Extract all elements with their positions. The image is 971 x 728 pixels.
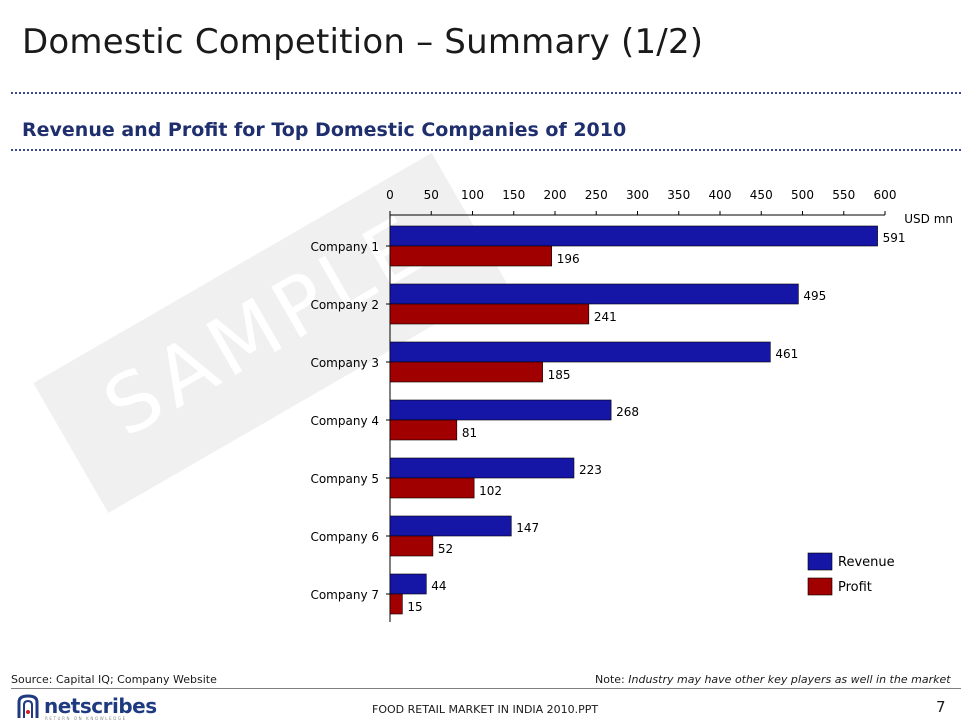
profit-bar — [389, 303, 590, 325]
title-divider — [11, 92, 961, 94]
note-body: Industry may have other key players as w… — [628, 673, 951, 686]
profit-bar — [389, 361, 543, 383]
x-tick-label: 150 — [502, 188, 525, 202]
x-tick-label: 250 — [585, 188, 608, 202]
note-text: Note: Industry may have other key player… — [595, 673, 951, 686]
revenue-value-label: 495 — [803, 289, 826, 303]
profit-value-label: 52 — [438, 542, 453, 556]
profit-value-label: 81 — [462, 426, 477, 440]
profit-value-label: 15 — [407, 600, 422, 614]
source-text: Source: Capital IQ; Company Website — [11, 673, 217, 686]
revenue-bar — [389, 399, 612, 421]
profit-bar — [389, 477, 475, 499]
x-tick-label: 600 — [874, 188, 897, 202]
revenue-value-label: 591 — [883, 231, 906, 245]
revenue-value-label: 44 — [431, 579, 446, 593]
logo-tagline: RETURN ON KNOWLEDGE — [45, 716, 127, 721]
legend-revenue-swatch — [807, 552, 833, 571]
x-tick-label: 450 — [750, 188, 773, 202]
profit-bar — [389, 535, 434, 557]
revenue-bar — [389, 573, 427, 595]
revenue-value-label: 461 — [775, 347, 798, 361]
legend-profit-label: Profit — [838, 580, 872, 595]
logo-text: netscribes — [44, 694, 157, 718]
revenue-value-label: 268 — [616, 405, 639, 419]
profit-value-label: 196 — [557, 252, 580, 266]
revenue-bar — [389, 283, 799, 305]
x-tick-label: 500 — [791, 188, 814, 202]
note-label: Note: — [595, 673, 625, 686]
chart-subtitle: Revenue and Profit for Top Domestic Comp… — [22, 119, 627, 141]
x-tick-label: 400 — [709, 188, 732, 202]
legend-revenue-label: Revenue — [838, 555, 895, 570]
revenue-bar — [389, 457, 575, 479]
profit-value-label: 185 — [548, 368, 571, 382]
category-label: Company 4 — [310, 414, 379, 428]
category-label: Company 1 — [310, 240, 379, 254]
x-tick-label: 350 — [667, 188, 690, 202]
legend-profit-swatch — [807, 577, 833, 596]
revenue-bar — [389, 341, 771, 363]
revenue-bar — [389, 515, 512, 537]
revenue-bar — [389, 225, 878, 247]
page-title: Domestic Competition – Summary (1/2) — [22, 22, 704, 62]
x-tick-label: 300 — [626, 188, 649, 202]
category-label: Company 7 — [310, 588, 379, 602]
category-label: Company 5 — [310, 472, 379, 486]
profit-bar — [389, 593, 403, 615]
profit-value-label: 241 — [594, 310, 617, 324]
footer-filename: FOOD RETAIL MARKET IN INDIA 2010.PPT — [372, 703, 599, 716]
axis-unit-label: USD mn — [904, 212, 953, 226]
revenue-value-label: 223 — [579, 463, 602, 477]
category-label: Company 6 — [310, 530, 379, 544]
netscribes-logo: netscribes RETURN ON KNOWLEDGE — [16, 694, 157, 724]
x-tick-label: 50 — [424, 188, 439, 202]
subtitle-divider — [11, 149, 961, 151]
category-label: Company 2 — [310, 298, 379, 312]
logo-mark-icon — [17, 694, 39, 718]
page-number: 7 — [936, 698, 946, 716]
x-tick-label: 550 — [832, 188, 855, 202]
profit-value-label: 102 — [479, 484, 502, 498]
category-label: Company 3 — [310, 356, 379, 370]
x-tick-label: 100 — [461, 188, 484, 202]
profit-bar — [389, 419, 458, 441]
x-tick-label: 200 — [544, 188, 567, 202]
x-tick-label: 0 — [386, 188, 394, 202]
profit-bar — [389, 245, 552, 267]
revenue-value-label: 147 — [516, 521, 539, 535]
footer-divider — [11, 688, 961, 689]
